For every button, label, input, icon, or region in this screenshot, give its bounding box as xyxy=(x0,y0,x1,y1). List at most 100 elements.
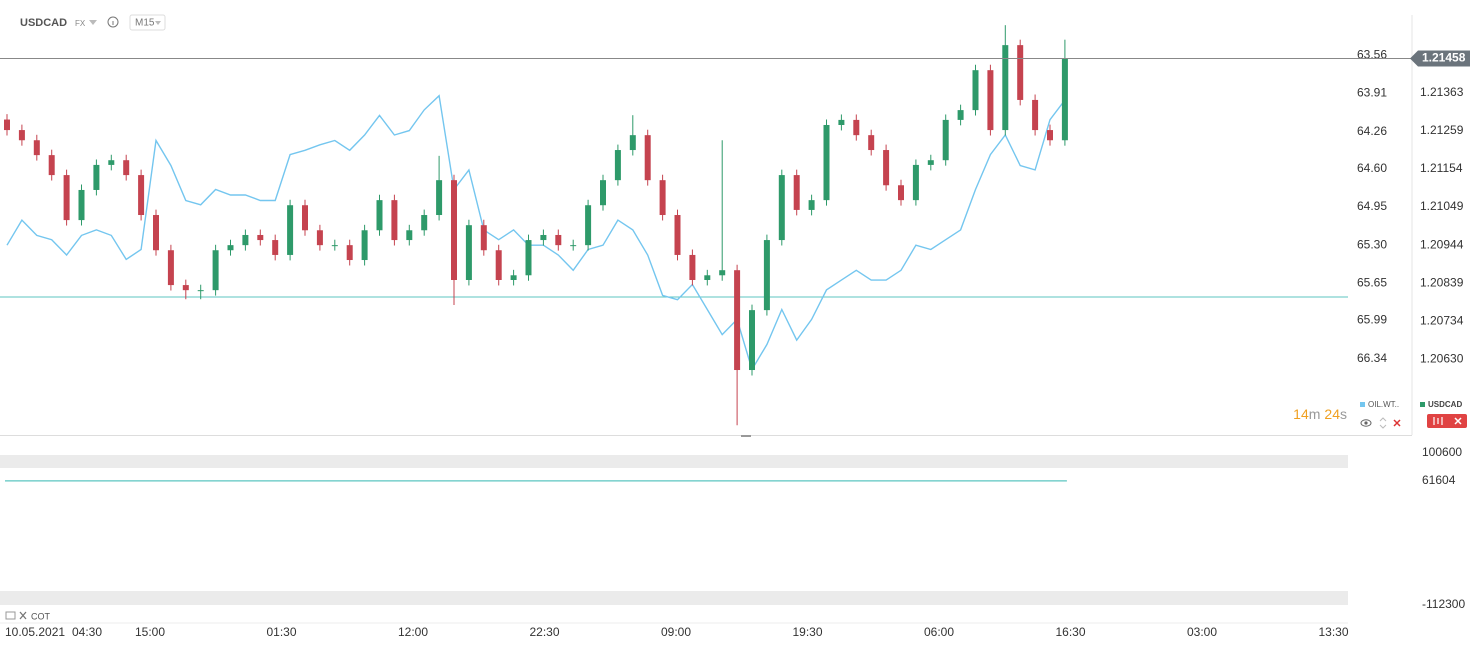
candle-body xyxy=(763,240,770,311)
candle-body xyxy=(123,160,130,176)
y2-tick-label: 63.56 xyxy=(1357,48,1387,62)
candle-body xyxy=(153,215,159,251)
candle-body xyxy=(78,189,85,221)
candle-body xyxy=(585,205,592,246)
candle-body xyxy=(838,119,845,125)
info-icon[interactable] xyxy=(107,16,119,28)
remove-icon[interactable] xyxy=(1454,417,1462,425)
y2-tick-label: 66.34 xyxy=(1357,351,1387,365)
candle-body xyxy=(555,234,562,246)
candle-body xyxy=(674,215,681,255)
countdown-minutes: 14 xyxy=(1293,406,1309,422)
candle-body xyxy=(510,275,517,280)
countdown: 14m 24s xyxy=(1293,406,1347,422)
candle-body xyxy=(182,285,189,291)
candle-body xyxy=(451,180,457,280)
reorder-icon[interactable] xyxy=(1379,417,1387,429)
x-tick-label: 06:00 xyxy=(924,625,954,639)
legend-label[interactable]: OIL.WT.. xyxy=(1368,400,1399,409)
candle-body xyxy=(600,180,606,206)
candle-body xyxy=(361,230,368,261)
candle-body xyxy=(93,164,100,190)
series-button[interactable] xyxy=(1427,414,1467,428)
market: FX xyxy=(75,19,86,28)
x-tick-label: 03:00 xyxy=(1187,625,1217,639)
candle-body xyxy=(823,124,830,201)
candle-body xyxy=(808,200,815,210)
eye-pupil xyxy=(1364,421,1368,425)
indicator-tick-label: 100600 xyxy=(1422,445,1462,459)
x-tick-label: 19:30 xyxy=(792,625,822,639)
x-tick-label: 13:30 xyxy=(1318,625,1348,639)
candle-body xyxy=(629,135,636,151)
legend-label[interactable]: USDCAD xyxy=(1428,400,1462,409)
y-tick-label: 1.21363 xyxy=(1420,85,1464,99)
candle-body xyxy=(1047,130,1053,141)
candle-body xyxy=(719,270,726,276)
y-tick-label: 1.20839 xyxy=(1420,275,1464,289)
candle-body xyxy=(793,175,800,210)
candle-body xyxy=(436,180,443,216)
candle-body xyxy=(108,160,115,165)
candle-body xyxy=(316,230,323,246)
y2-tick-label: 64.26 xyxy=(1357,124,1387,138)
price-tag-label: 1.21458 xyxy=(1422,51,1466,65)
legend-swatch xyxy=(1360,402,1365,407)
candle-body xyxy=(853,119,860,136)
candle-body xyxy=(376,200,383,231)
candle-body xyxy=(704,275,711,280)
indicator-name: COT xyxy=(31,611,51,621)
y2-tick-label: 63.91 xyxy=(1357,86,1387,100)
candle-body xyxy=(242,234,249,246)
candle-body xyxy=(927,160,934,165)
candle-body xyxy=(421,215,428,231)
x-tick-label: 15:00 xyxy=(135,625,165,639)
candle-body xyxy=(868,135,875,151)
candle-body xyxy=(689,254,696,280)
interval: M15 xyxy=(135,18,155,29)
eye-icon[interactable] xyxy=(1360,419,1372,427)
candle-body xyxy=(33,140,40,156)
candle-body xyxy=(912,164,919,201)
dropdown-arrow[interactable] xyxy=(89,20,97,25)
interval-box[interactable] xyxy=(129,14,166,31)
candle-body xyxy=(4,119,10,131)
candle-body xyxy=(167,250,174,286)
indicator-tick-label: 61604 xyxy=(1422,473,1456,487)
indicator-band xyxy=(0,455,1348,468)
legend-swatch xyxy=(1420,402,1425,407)
x-tick-label: 04:30 xyxy=(72,625,102,639)
interval-arrow xyxy=(155,21,161,25)
y-tick-label: 1.20630 xyxy=(1420,351,1464,365)
candle-body xyxy=(778,175,785,241)
countdown-unit: s xyxy=(1340,406,1347,422)
candle-body xyxy=(480,225,487,251)
candle-body xyxy=(138,175,145,216)
indicator-tick-label: -112300 xyxy=(1422,597,1465,611)
candle-body xyxy=(465,225,472,280)
candle-body xyxy=(749,310,755,371)
candle-body xyxy=(942,119,949,161)
candle-body xyxy=(614,150,621,181)
candle-body xyxy=(540,234,547,241)
x-tick-label: 22:30 xyxy=(529,625,559,639)
candle-body xyxy=(302,205,308,231)
remove-icon[interactable] xyxy=(1393,419,1401,427)
indicator-icon[interactable] xyxy=(5,611,16,620)
candle-body xyxy=(957,110,964,120)
line-series xyxy=(6,94,1066,372)
candle-icon xyxy=(1433,417,1443,425)
y-tick-label: 1.20944 xyxy=(1420,237,1464,251)
plot-area xyxy=(4,25,1068,426)
candle-body xyxy=(212,250,219,291)
symbol[interactable]: USDCAD xyxy=(20,17,67,29)
candle-body xyxy=(1061,58,1068,141)
y2-tick-label: 64.60 xyxy=(1357,161,1387,175)
candle-body xyxy=(644,135,651,181)
indicator-remove[interactable] xyxy=(19,611,27,620)
candle-body xyxy=(898,185,904,201)
candle-body xyxy=(972,70,979,111)
candle-body xyxy=(272,240,279,255)
indicator-band xyxy=(0,591,1348,605)
